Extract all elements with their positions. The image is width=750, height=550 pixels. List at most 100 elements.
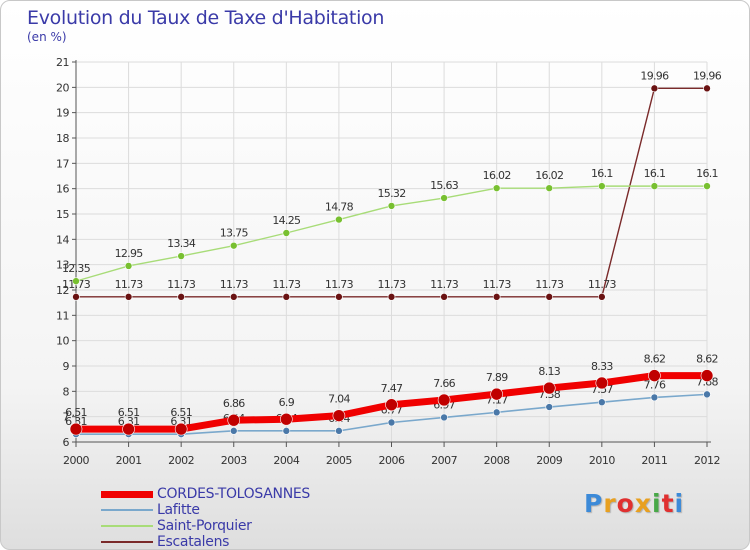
proxiti-logo: Proxiti — [584, 489, 685, 518]
data-label-escatalens: 11.73 — [167, 278, 196, 291]
data-point-cordes-tolosannes — [700, 369, 714, 382]
y-tick-label: 21 — [56, 56, 69, 69]
x-tick-label: 2008 — [484, 454, 510, 467]
data-label-saint-porquier: 16.02 — [535, 169, 563, 182]
data-label-cordes-tolosannes: 7.04 — [328, 393, 350, 406]
legend-label-lafitte: Lafitte — [157, 502, 200, 518]
legend-label-escatalens: Escatalens — [157, 534, 230, 550]
data-label-cordes-tolosannes: 8.33 — [591, 360, 613, 373]
data-label-escatalens: 11.73 — [115, 278, 144, 291]
y-tick-label: 14 — [56, 233, 69, 246]
y-tick-label: 13 — [56, 259, 69, 272]
data-point-saint-porquier — [650, 182, 659, 190]
data-point-escatalens — [440, 293, 448, 301]
data-point-saint-porquier — [177, 252, 185, 260]
data-point-saint-porquier — [703, 182, 711, 190]
data-point-lafitte — [492, 408, 501, 417]
data-label-cordes-tolosannes: 6.9 — [279, 396, 295, 409]
data-label-escatalens: 11.73 — [588, 278, 617, 291]
data-point-cordes-tolosannes — [490, 387, 503, 401]
data-point-cordes-tolosannes — [69, 422, 83, 436]
y-tick-label: 12 — [56, 284, 69, 297]
data-label-saint-porquier: 16.02 — [483, 169, 511, 182]
data-label-escatalens: 19.96 — [640, 69, 669, 82]
y-tick-label: 9 — [63, 360, 70, 373]
data-label-saint-porquier: 13.34 — [167, 237, 196, 250]
x-tick-label: 2003 — [221, 454, 247, 467]
data-point-cordes-tolosannes — [542, 381, 556, 395]
data-label-saint-porquier: 15.63 — [430, 179, 459, 192]
x-tick-label: 2000 — [63, 454, 89, 467]
x-tick-label: 2002 — [168, 454, 194, 467]
data-label-cordes-tolosannes: 7.47 — [381, 382, 403, 395]
data-label-lafitte: 7.76 — [644, 378, 666, 391]
data-label-saint-porquier: 13.75 — [220, 227, 249, 240]
data-label-saint-porquier: 16.1 — [696, 167, 718, 180]
data-label-saint-porquier: 16.1 — [591, 167, 613, 180]
data-label-lafitte: 6.31 — [118, 415, 140, 428]
data-label-cordes-tolosannes: 6.51 — [170, 406, 192, 419]
x-tick-label: 2009 — [536, 454, 562, 467]
unit-label: (en %) — [27, 30, 67, 44]
legend-swatch-lafitte — [101, 509, 153, 511]
data-label-lafitte: 6.31 — [65, 415, 87, 428]
data-label-saint-porquier: 12.35 — [62, 262, 91, 275]
data-point-escatalens — [703, 84, 711, 93]
x-tick-label: 2006 — [379, 454, 405, 467]
legend-swatch-saint-porquier — [101, 525, 153, 527]
data-point-escatalens — [492, 293, 501, 301]
data-point-escatalens — [598, 293, 606, 301]
data-point-cordes-tolosannes — [648, 369, 661, 382]
y-tick-label: 6 — [63, 436, 70, 449]
y-tick-label: 7 — [63, 411, 70, 424]
data-point-saint-porquier — [282, 229, 291, 237]
data-point-lafitte — [545, 403, 554, 411]
data-label-saint-porquier: 14.78 — [325, 201, 354, 214]
data-point-cordes-tolosannes — [332, 409, 346, 422]
data-point-escatalens — [650, 84, 659, 93]
data-point-saint-porquier — [545, 184, 554, 192]
data-point-escatalens — [282, 293, 291, 301]
y-tick-label: 16 — [56, 183, 69, 196]
y-tick-label: 8 — [63, 385, 70, 398]
data-point-escatalens — [177, 293, 185, 301]
data-label-cordes-tolosannes: 8.62 — [644, 353, 666, 366]
x-tick-label: 2011 — [641, 454, 667, 467]
data-point-saint-porquier — [124, 262, 133, 270]
data-label-saint-porquier: 15.32 — [378, 187, 406, 200]
y-tick-label: 10 — [56, 335, 69, 348]
y-tick-label: 20 — [56, 81, 69, 94]
data-point-lafitte — [598, 398, 606, 407]
data-label-cordes-tolosannes: 8.13 — [538, 365, 560, 378]
data-point-escatalens — [335, 293, 343, 301]
data-point-escatalens — [72, 293, 80, 301]
x-tick-label: 2001 — [116, 454, 142, 467]
x-tick-label: 2004 — [273, 454, 299, 467]
chart-title: Evolution du Taux de Taxe d'Habitation — [27, 7, 385, 29]
data-point-lafitte — [650, 393, 659, 402]
data-point-saint-porquier — [229, 241, 238, 250]
x-tick-label: 2012 — [694, 454, 720, 467]
data-point-lafitte — [229, 427, 238, 435]
data-label-escatalens: 11.73 — [483, 278, 512, 291]
data-point-cordes-tolosannes — [174, 422, 188, 436]
data-label-saint-porquier: 16.1 — [644, 167, 666, 180]
data-point-saint-porquier — [335, 215, 343, 224]
data-point-cordes-tolosannes — [385, 398, 398, 412]
data-point-cordes-tolosannes — [437, 393, 451, 407]
legend-swatch-escatalens — [101, 541, 153, 543]
data-point-escatalens — [545, 293, 554, 301]
data-point-lafitte — [282, 427, 291, 435]
data-point-cordes-tolosannes — [280, 412, 293, 426]
data-label-cordes-tolosannes: 8.62 — [696, 353, 718, 366]
data-label-saint-porquier: 12.95 — [115, 247, 144, 260]
data-point-lafitte — [335, 427, 343, 435]
data-point-saint-porquier — [492, 184, 501, 192]
data-label-cordes-tolosannes: 6.51 — [65, 406, 87, 419]
y-tick-label: 17 — [56, 157, 69, 170]
data-point-lafitte — [703, 390, 711, 399]
y-tick-label: 18 — [56, 132, 69, 145]
data-point-lafitte — [440, 413, 448, 422]
data-label-cordes-tolosannes: 6.86 — [223, 397, 245, 410]
